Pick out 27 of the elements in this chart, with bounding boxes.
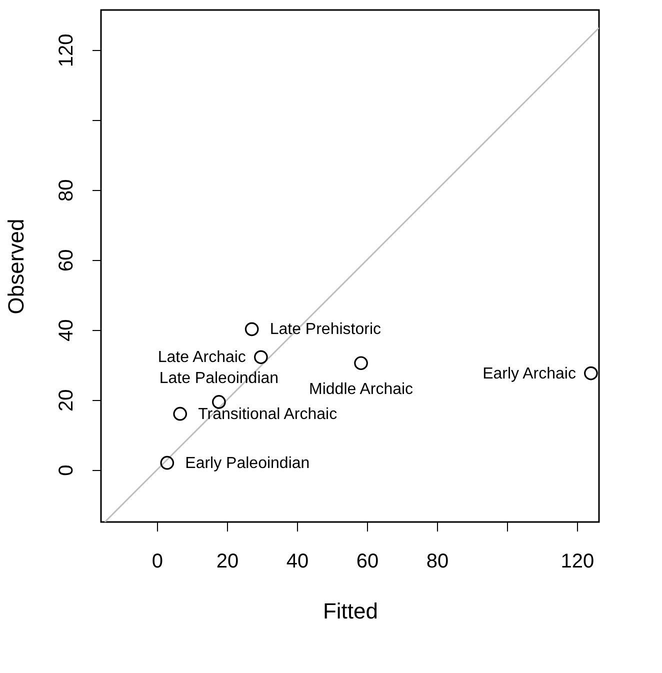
annotation: Transitional Archaic (198, 406, 338, 423)
annotation: Early Paleoindian (185, 454, 310, 472)
y-tick-label: 0 (56, 464, 78, 476)
point (173, 406, 188, 421)
annotation: Late Prehistoric (270, 321, 382, 338)
y-tick-label: 20 (56, 389, 78, 412)
x-tick-label: 20 (216, 550, 239, 572)
x-tick-label: 0 (152, 550, 164, 572)
point (584, 366, 598, 380)
annotation: Late Archaic (158, 349, 246, 366)
annotation: Middle Archaic (309, 381, 414, 398)
y-tick-label: 40 (56, 319, 78, 342)
point (244, 322, 259, 336)
x-tick-label: 80 (426, 550, 449, 572)
x-tick-label: 40 (286, 550, 309, 572)
y-axis-title: Observed (4, 218, 28, 314)
point (354, 356, 368, 370)
point (160, 456, 174, 470)
x-axis-title: Fitted (322, 598, 378, 624)
y-tick-label: 60 (56, 249, 78, 272)
y-tick-label: 80 (56, 179, 78, 202)
x-tick-label: 120 (560, 550, 594, 572)
annotation: Late Paleoindian (159, 370, 279, 387)
point (254, 350, 268, 364)
y-tick-label: 120 (56, 34, 78, 68)
annotation: Early Archaic (482, 365, 576, 382)
x-tick-label: 60 (356, 550, 379, 572)
